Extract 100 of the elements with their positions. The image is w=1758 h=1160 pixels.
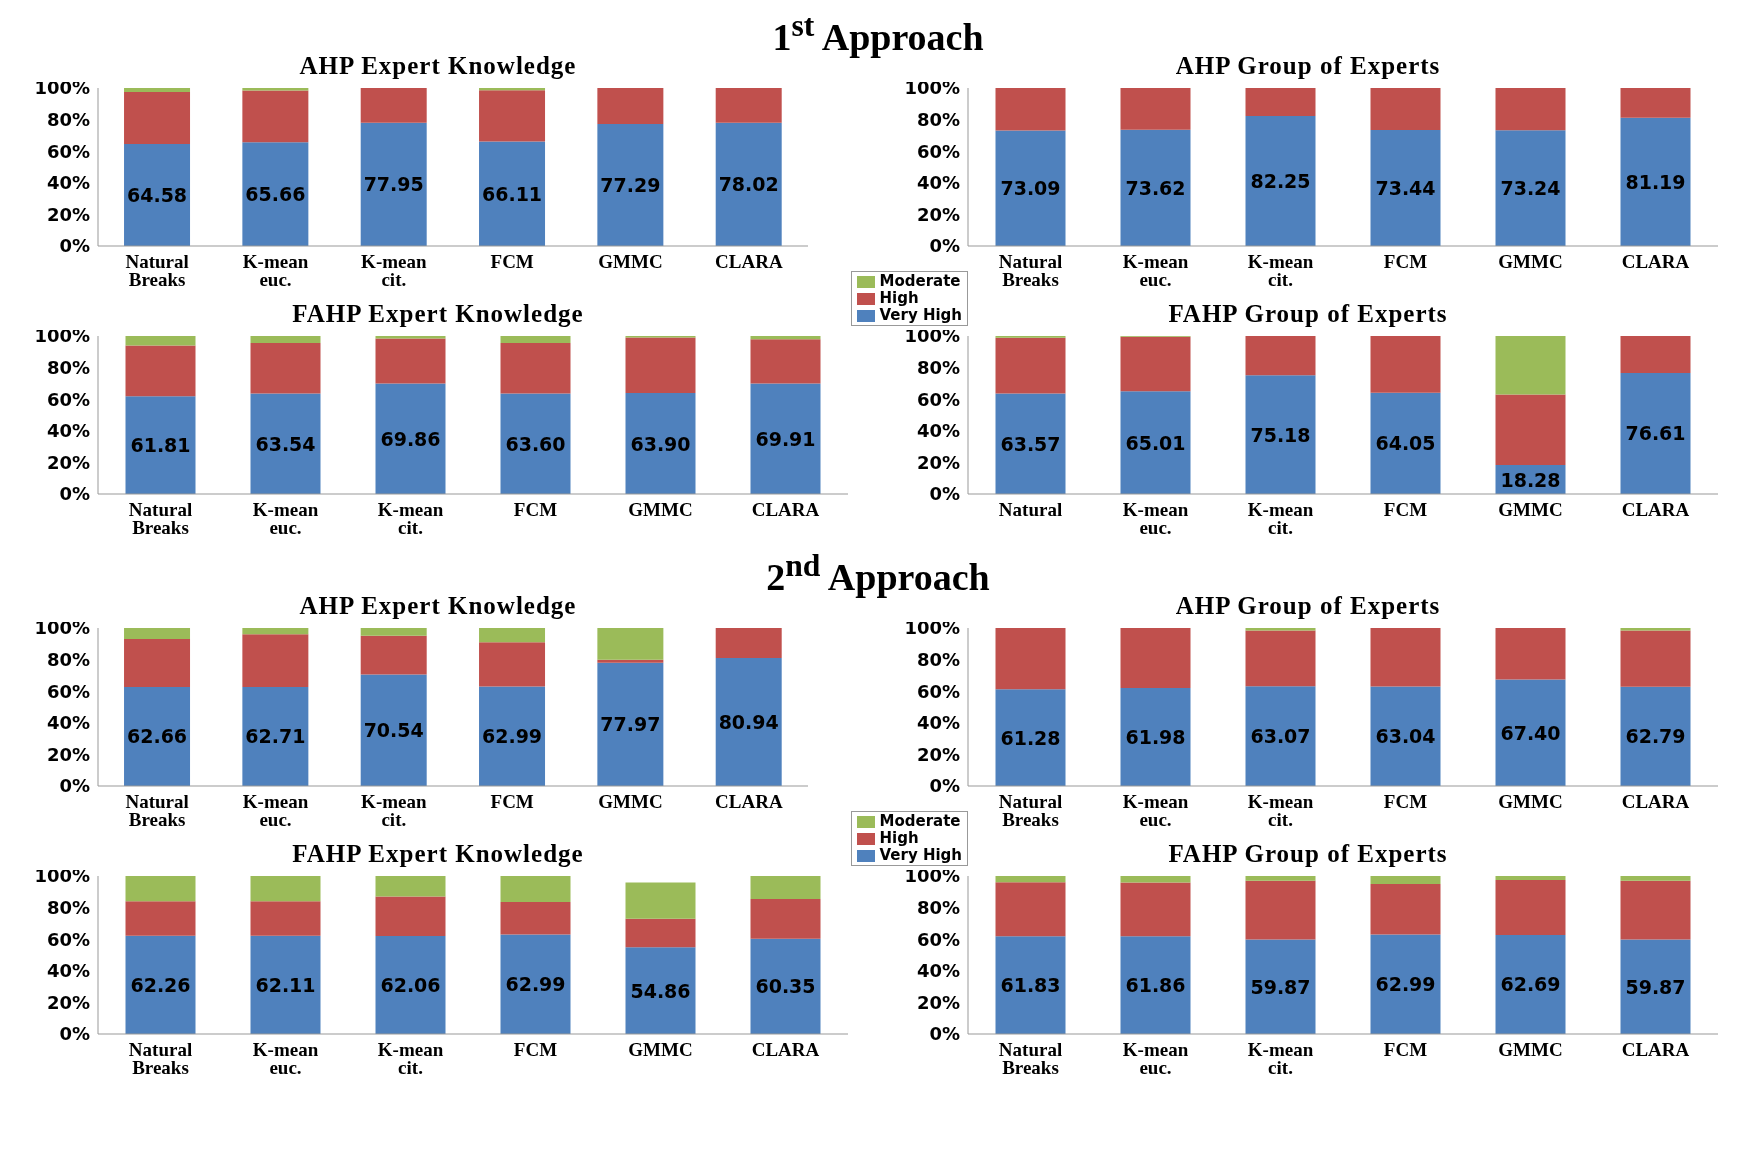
bar — [125, 901, 196, 936]
x-tick-label: K-mean euc. — [1122, 1039, 1189, 1078]
x-tick-label: K-mean cit. — [361, 251, 427, 290]
bar — [124, 143, 191, 246]
data-label: 80.94 — [718, 711, 779, 734]
bar — [360, 674, 427, 786]
x-tick-label: K-mean euc. — [1122, 499, 1189, 538]
bar — [125, 336, 196, 346]
bar — [1120, 129, 1191, 246]
y-tick-label: 60% — [46, 388, 90, 410]
bar — [1120, 391, 1191, 494]
bar — [479, 90, 546, 142]
bar — [625, 337, 696, 394]
bar — [1620, 117, 1691, 246]
data-label: 76.61 — [1625, 422, 1686, 445]
y-tick-label: 40% — [46, 712, 90, 734]
bar — [750, 898, 821, 939]
chart-title: FAHP Group of Experts — [1168, 300, 1448, 327]
x-tick-label: FCM — [1383, 251, 1428, 272]
data-label: 61.83 — [1000, 974, 1061, 997]
y-tick-label: 80% — [46, 896, 90, 918]
x-tick-label: FCM — [490, 251, 534, 272]
x-tick-label: GMMC — [628, 499, 693, 520]
y-tick-label: 60% — [46, 680, 90, 702]
y-tick-label: 20% — [46, 991, 90, 1013]
y-tick-label: 60% — [916, 928, 960, 950]
y-tick-label: 80% — [46, 648, 90, 670]
bar — [750, 336, 821, 340]
x-tick-label: GMMC — [1498, 251, 1563, 272]
x-tick-label: K-mean cit. — [377, 1039, 444, 1078]
y-tick-label: 60% — [46, 928, 90, 950]
bar — [124, 91, 191, 144]
y-tick-label: 60% — [916, 388, 960, 410]
bar — [250, 343, 321, 394]
x-tick-label: GMMC — [1498, 499, 1563, 520]
x-tick-label: K-mean euc. — [1122, 791, 1189, 830]
bar — [995, 882, 1066, 937]
bar — [1245, 630, 1316, 687]
bar — [715, 658, 782, 786]
data-label: 62.11 — [255, 973, 316, 996]
data-label: 73.44 — [1375, 176, 1436, 199]
bar — [625, 918, 696, 948]
legend-label: Moderate — [879, 272, 961, 290]
bar — [1120, 936, 1191, 1034]
y-tick-label: 60% — [46, 140, 90, 162]
x-tick-label: FCM — [490, 791, 534, 812]
y-tick-label: 40% — [916, 420, 960, 442]
x-tick-label: Natural Breaks — [998, 791, 1063, 830]
y-tick-label: 40% — [916, 960, 960, 982]
x-tick-label: K-mean euc. — [1122, 251, 1189, 290]
bar — [1370, 628, 1441, 687]
y-tick-label: 0% — [929, 483, 960, 505]
bar — [1245, 686, 1316, 786]
bar — [625, 947, 696, 1034]
bar — [360, 88, 427, 123]
x-tick-label: CLARA — [751, 1039, 820, 1060]
x-tick-label: CLARA — [1621, 791, 1690, 812]
y-tick-label: 80% — [46, 356, 90, 378]
data-label: 62.79 — [1625, 725, 1686, 748]
data-label: 70.54 — [363, 719, 424, 742]
x-tick-label: Natural Breaks — [125, 251, 189, 290]
x-tick-label: Natural Breaks — [128, 499, 193, 538]
y-tick-label: 20% — [916, 451, 960, 473]
legend-label: Very High — [879, 846, 962, 864]
x-tick-label: GMMC — [1498, 791, 1563, 812]
bar — [479, 628, 546, 643]
bar — [479, 686, 546, 786]
bar — [1370, 336, 1441, 393]
bar — [375, 383, 446, 494]
y-tick-label: 80% — [916, 356, 960, 378]
x-tick-label: GMMC — [628, 1039, 693, 1060]
data-label: 61.86 — [1125, 974, 1186, 997]
bar — [124, 687, 191, 786]
bar — [1495, 88, 1566, 131]
data-label: 78.02 — [718, 173, 779, 196]
text: 2$^{nd}$ Approach — [765, 548, 991, 598]
bar — [1495, 876, 1566, 880]
bar — [1245, 116, 1316, 246]
bar — [125, 345, 196, 397]
y-tick-label: 20% — [916, 991, 960, 1013]
data-label: 66.11 — [481, 182, 543, 205]
bar — [1370, 934, 1441, 1034]
x-tick-label: CLARA — [1621, 251, 1690, 272]
y-tick-label: 20% — [916, 743, 960, 765]
bar — [1245, 375, 1316, 494]
bar — [500, 876, 571, 903]
bar — [250, 901, 321, 936]
bar — [1120, 688, 1191, 786]
bar — [242, 634, 309, 687]
y-tick-label: 20% — [916, 203, 960, 225]
data-label: 63.04 — [1375, 725, 1436, 748]
y-tick-label: 40% — [46, 960, 90, 982]
x-tick-label: K-mean cit. — [377, 499, 444, 538]
x-tick-label: K-mean cit. — [361, 791, 427, 830]
data-label: 62.99 — [505, 973, 566, 996]
bar — [750, 938, 821, 1034]
data-label: 63.90 — [630, 432, 691, 455]
x-tick-label: Natural Breaks — [998, 1039, 1063, 1078]
bar — [125, 876, 196, 902]
y-tick-label: 0% — [929, 775, 960, 797]
